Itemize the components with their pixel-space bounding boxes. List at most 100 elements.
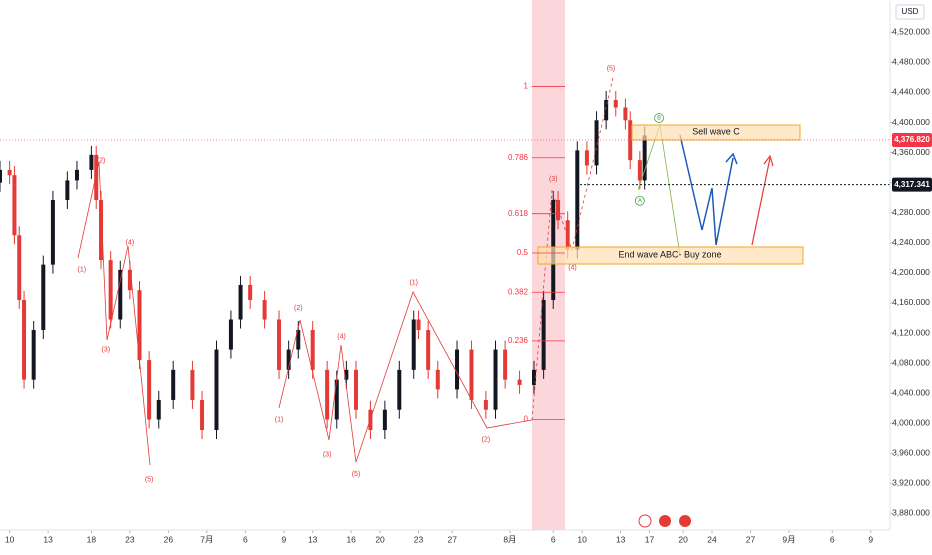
fib-label: 0.786 <box>508 153 529 162</box>
buy-zone-label: End wave ABC- Buy zone <box>618 249 721 259</box>
fib-label: 0.618 <box>508 209 529 218</box>
candle-body <box>613 99 618 108</box>
candle-body <box>296 330 301 350</box>
candle-body <box>623 107 628 121</box>
x-tick-label: 26 <box>164 534 174 544</box>
wave-label: (5) <box>352 471 361 478</box>
candle-body <box>517 379 522 385</box>
candle-body <box>584 150 589 166</box>
y-tick-label: 4,280.000 <box>892 207 930 217</box>
candle-body <box>541 299 546 370</box>
event-icons[interactable] <box>638 514 691 528</box>
candle-body <box>74 169 79 181</box>
y-tick-label: 4,240.000 <box>892 237 930 247</box>
candle-body <box>277 319 282 370</box>
candle-body <box>31 330 36 380</box>
x-tick-label: 6 <box>551 534 556 544</box>
fib-label: 0.382 <box>508 287 529 296</box>
fib-label: 1 <box>524 82 529 91</box>
wave-label: (1) <box>275 416 284 423</box>
currency: USD <box>902 7 919 16</box>
y-tick-label: 4,400.000 <box>892 117 930 127</box>
candle-body <box>22 299 27 380</box>
price-tag-label: 4,376.820 <box>894 135 930 144</box>
y-tick-label: 4,120.000 <box>892 327 930 337</box>
currency-box[interactable] <box>895 4 925 20</box>
candle-body <box>532 369 536 385</box>
candle-body <box>503 349 508 380</box>
candle-body <box>416 319 421 331</box>
wave-label: (4) <box>568 264 577 271</box>
candle-body <box>89 154 94 170</box>
x-tick-label: 23 <box>414 534 424 544</box>
candle-body <box>325 369 330 420</box>
price-tag <box>892 177 932 192</box>
candle-body <box>642 135 647 181</box>
candle-body <box>575 150 580 250</box>
wave-label: (5) <box>607 65 616 72</box>
x-tick-label: 9 <box>281 534 286 544</box>
candle-body <box>344 369 349 380</box>
x-tick-label: 20 <box>375 534 385 544</box>
candle-body <box>156 399 161 420</box>
candle-body <box>637 160 642 181</box>
wave-label: (2) <box>97 158 106 165</box>
wave-marker <box>634 195 645 206</box>
candle-body <box>41 264 46 331</box>
candle-body <box>594 120 599 166</box>
sell-zone <box>631 124 801 141</box>
x-tick-label: 27 <box>746 534 756 544</box>
y-tick-label: 3,880.000 <box>892 508 930 518</box>
wave-label: (2) <box>482 437 491 444</box>
session-highlight <box>532 0 565 530</box>
candle-body <box>238 284 243 320</box>
wave-label: (2) <box>294 305 303 312</box>
candle-body <box>469 349 474 400</box>
candle-body <box>171 369 176 400</box>
x-tick-label: 7月 <box>200 534 213 544</box>
event-icon[interactable] <box>659 515 671 527</box>
candle-body <box>228 319 233 350</box>
candle-body <box>118 269 123 320</box>
projection-line <box>751 157 771 246</box>
candle-body <box>200 399 205 431</box>
arrow-head <box>725 152 738 165</box>
x-tick-label: 9 <box>868 534 873 544</box>
candle-body <box>65 180 70 200</box>
price-tag-label: 4,317.341 <box>894 180 930 189</box>
candle-body <box>455 349 460 390</box>
candle-body <box>99 199 104 261</box>
y-tick-label: 3,920.000 <box>892 478 930 488</box>
x-tick-label: 13 <box>43 534 53 544</box>
x-tick-label: 6 <box>243 534 248 544</box>
candle-body <box>604 99 609 121</box>
candle-body <box>108 260 113 320</box>
candle-body <box>147 360 152 420</box>
y-tick-label: 4,480.000 <box>892 57 930 67</box>
candle-body <box>190 369 195 400</box>
x-tick-label: 23 <box>125 534 135 544</box>
candle-body <box>50 199 55 265</box>
fib-label: 0.5 <box>517 248 529 257</box>
wave-label: (3) <box>323 452 332 459</box>
y-tick-label: 4,080.000 <box>892 357 930 367</box>
wave-label: (4) <box>126 240 135 247</box>
x-tick-label: 17 <box>645 534 655 544</box>
candle-body <box>137 290 142 361</box>
arrow-head <box>763 154 774 167</box>
candle-body <box>397 369 402 410</box>
overlay: 1 0.786 0.618 0.5 0.382 0.236 0 (2) (1) (4) (3) (5)… <box>0 65 932 483</box>
wave-label: (1) <box>409 280 418 287</box>
candle-body <box>0 169 2 183</box>
x-tick-label: 13 <box>616 534 626 544</box>
event-icon[interactable] <box>679 515 691 527</box>
x-tick-label: 8月 <box>503 534 516 544</box>
candle-body <box>94 154 99 200</box>
y-tick-label: 4,520.000 <box>892 27 930 37</box>
wave-label: (3) <box>102 346 111 353</box>
candle-body <box>17 235 22 300</box>
candle-body <box>127 269 132 291</box>
candle-body <box>7 169 12 176</box>
event-icon[interactable] <box>638 514 652 528</box>
